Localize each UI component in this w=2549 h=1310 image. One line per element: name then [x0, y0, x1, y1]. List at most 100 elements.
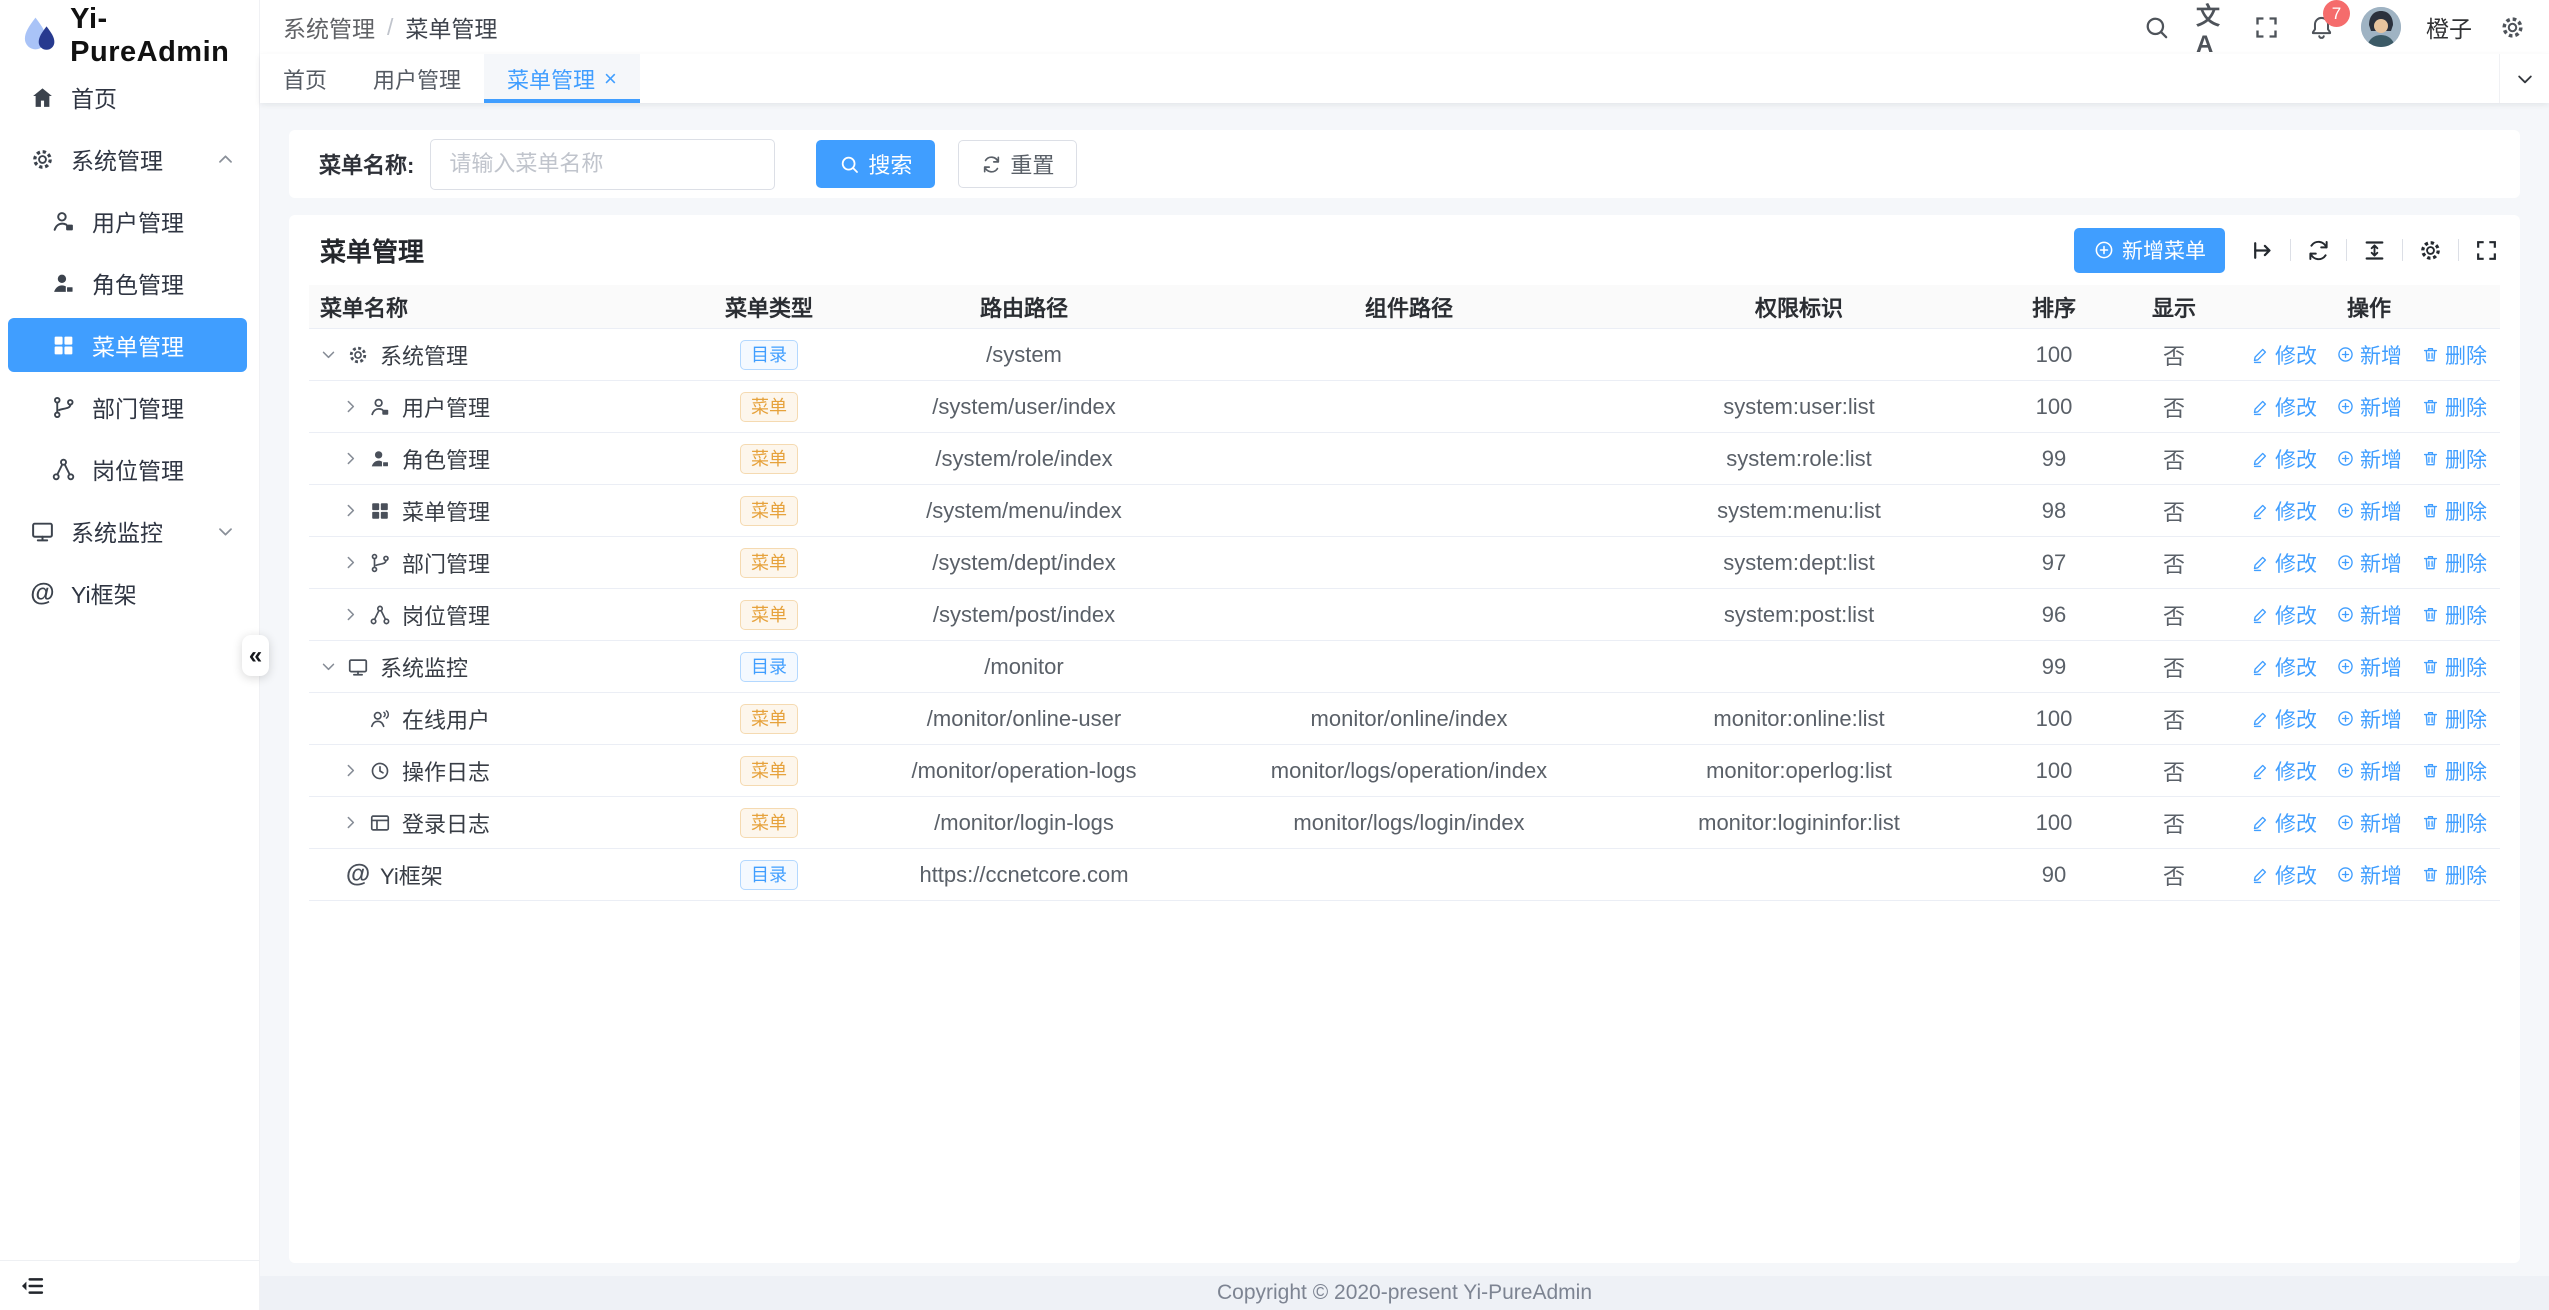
trash-icon: [2421, 761, 2440, 780]
add-button[interactable]: 新增: [2336, 756, 2402, 786]
edit-button[interactable]: 修改: [2251, 548, 2317, 578]
tab-menu-management[interactable]: 菜单管理 ×: [484, 54, 640, 103]
chevron-right-icon[interactable]: [342, 606, 368, 623]
column-settings-gear-icon[interactable]: [2417, 237, 2444, 264]
chevron-right-icon[interactable]: [342, 554, 368, 571]
header-actions: 文A 7 橙子: [2141, 0, 2527, 58]
chevron-down-icon: [2515, 69, 2535, 89]
density-icon[interactable]: [2361, 237, 2388, 264]
tab-home[interactable]: 首页: [283, 67, 328, 93]
breadcrumb-item-menus: 菜单管理: [405, 16, 498, 42]
gear-icon: [29, 146, 56, 173]
edit-button[interactable]: 修改: [2251, 340, 2317, 370]
add-menu-button[interactable]: 新增菜单: [2074, 227, 2225, 273]
sidebar-item-system[interactable]: 系统管理: [0, 128, 259, 190]
add-button[interactable]: 新增: [2336, 860, 2402, 890]
sidebar-item-roles[interactable]: 角色管理: [0, 252, 259, 314]
translate-icon[interactable]: 文A: [2196, 2, 2220, 58]
edit-button[interactable]: 修改: [2251, 756, 2317, 786]
add-button[interactable]: 新增: [2336, 600, 2402, 630]
edit-icon: [2251, 397, 2270, 416]
trash-icon: [2421, 657, 2440, 676]
delete-button[interactable]: 删除: [2421, 808, 2487, 838]
trash-icon: [2421, 345, 2440, 364]
sidebar-item-yi-framework[interactable]: @ Yi框架: [30, 578, 137, 608]
column-header-menu-type: 菜单类型: [724, 295, 813, 321]
edit-button[interactable]: 修改: [2251, 704, 2317, 734]
sidebar-item-menus[interactable]: 菜单管理: [8, 318, 247, 372]
edit-button[interactable]: 修改: [2251, 652, 2317, 682]
edit-button[interactable]: 修改: [2251, 860, 2317, 890]
chevron-down-icon[interactable]: [320, 658, 346, 675]
chevron-right-icon[interactable]: [342, 502, 368, 519]
search-button[interactable]: 搜索: [816, 140, 936, 188]
add-button[interactable]: 新增: [2336, 652, 2402, 682]
chevron-right-icon[interactable]: [342, 398, 368, 415]
delete-button[interactable]: 删除: [2421, 548, 2487, 578]
add-button[interactable]: 新增: [2336, 340, 2402, 370]
edit-button[interactable]: 修改: [2251, 392, 2317, 422]
menu-name-input[interactable]: [430, 138, 776, 190]
expand-all-icon[interactable]: [2249, 237, 2276, 264]
sidebar-item-users[interactable]: 用户管理: [0, 190, 259, 252]
close-icon[interactable]: ×: [604, 65, 617, 91]
edit-button[interactable]: 修改: [2251, 808, 2317, 838]
trash-icon: [2421, 813, 2440, 832]
delete-button[interactable]: 删除: [2421, 496, 2487, 526]
delete-button[interactable]: 删除: [2421, 756, 2487, 786]
delete-button[interactable]: 删除: [2421, 340, 2487, 370]
chevron-right-icon[interactable]: [342, 450, 368, 467]
app-logo[interactable]: Yi-PureAdmin: [0, 3, 259, 68]
add-button[interactable]: 新增: [2336, 704, 2402, 734]
delete-button[interactable]: 删除: [2421, 600, 2487, 630]
add-button[interactable]: 新增: [2336, 548, 2402, 578]
tab-user-management[interactable]: 用户管理: [373, 67, 462, 93]
search-icon[interactable]: [2141, 12, 2171, 42]
username[interactable]: 橙子: [2426, 16, 2472, 42]
add-button[interactable]: 新增: [2336, 808, 2402, 838]
edit-icon: [2251, 865, 2270, 884]
grid-icon: [50, 332, 77, 359]
edit-button[interactable]: 修改: [2251, 444, 2317, 474]
add-button[interactable]: 新增: [2336, 444, 2402, 474]
sidebar-item-home[interactable]: 首页: [0, 66, 259, 128]
breadcrumb-item-system[interactable]: 系统管理: [283, 16, 375, 42]
chevron-right-icon[interactable]: [342, 814, 368, 831]
edit-button[interactable]: 修改: [2251, 600, 2317, 630]
tab-options-button[interactable]: [2499, 54, 2549, 103]
reset-button[interactable]: 重置: [958, 140, 1078, 188]
role-icon: [50, 270, 77, 297]
menu-fold-icon[interactable]: [18, 1272, 46, 1300]
main-area: 系统管理 / 菜单管理 文A 7: [260, 0, 2549, 1310]
plus-circle-icon: [2336, 449, 2355, 468]
delete-button[interactable]: 删除: [2421, 860, 2487, 890]
column-header-menu-name: 菜单名称: [320, 295, 409, 321]
sidebar-item-departments[interactable]: 部门管理: [0, 376, 259, 438]
login-log-icon: [368, 811, 392, 835]
sidebar-collapse-button[interactable]: «: [242, 635, 269, 676]
delete-button[interactable]: 删除: [2421, 444, 2487, 474]
sidebar-item-monitor[interactable]: 系统监控: [0, 500, 259, 562]
branch-icon: [368, 551, 392, 575]
notification-bell-icon[interactable]: 7: [2306, 0, 2350, 42]
avatar[interactable]: [2361, 7, 2401, 47]
sidebar-item-posts[interactable]: 岗位管理: [0, 438, 259, 500]
add-button[interactable]: 新增: [2336, 496, 2402, 526]
fullscreen-icon[interactable]: [2251, 12, 2281, 42]
chevron-right-icon[interactable]: [342, 762, 368, 779]
fullscreen-icon[interactable]: [2473, 237, 2500, 264]
trash-icon: [2421, 709, 2440, 728]
branch-icon: [50, 394, 77, 421]
menu-type-tag: 菜单: [740, 547, 798, 578]
grid-icon: [368, 499, 392, 523]
add-button[interactable]: 新增: [2336, 392, 2402, 422]
delete-button[interactable]: 删除: [2421, 392, 2487, 422]
chevron-down-icon[interactable]: [320, 346, 346, 363]
settings-gear-icon[interactable]: [2497, 12, 2527, 42]
delete-button[interactable]: 删除: [2421, 704, 2487, 734]
delete-button[interactable]: 删除: [2421, 652, 2487, 682]
toolbar-divider: [2458, 239, 2459, 261]
refresh-icon[interactable]: [2305, 237, 2332, 264]
role-icon: [368, 447, 392, 471]
edit-button[interactable]: 修改: [2251, 496, 2317, 526]
